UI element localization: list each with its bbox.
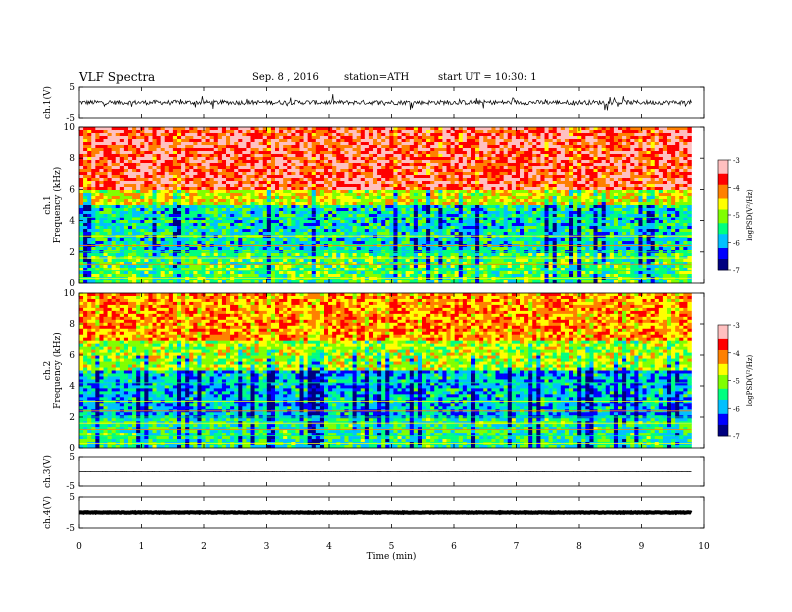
y-tick-label: 5 xyxy=(69,83,75,93)
x-tick-label: 3 xyxy=(264,542,270,552)
colorbar-tick-label: -5 xyxy=(733,212,740,220)
plot-title: VLF Spectra xyxy=(79,70,156,84)
colorbar-2 xyxy=(717,324,731,437)
colorbar-tick-label: -6 xyxy=(733,240,740,248)
y-tick-label: 2 xyxy=(69,248,75,258)
y-tick-label: 10 xyxy=(64,123,76,133)
colorbar-tick-label: -3 xyxy=(733,157,740,165)
y-tick-label: 6 xyxy=(69,185,75,195)
y-tick-label: -5 xyxy=(66,114,75,124)
y-tick-label: 4 xyxy=(69,217,75,227)
x-tick-label: 6 xyxy=(451,542,457,552)
colorbar-label: logPSD(V²/Hz) xyxy=(746,189,754,241)
colorbar-tick-label: -4 xyxy=(733,350,740,358)
colorbar-tick-label: -6 xyxy=(733,405,740,413)
colorbar-tick-label: -7 xyxy=(733,433,740,441)
x-tick-label: 8 xyxy=(576,542,582,552)
y-tick-label: -5 xyxy=(66,524,75,534)
x-tick-label: 4 xyxy=(326,542,332,552)
spectrogram-ch2 xyxy=(79,293,692,449)
y-tick-label: 8 xyxy=(69,320,75,330)
x-tick-label: 1 xyxy=(139,542,145,552)
colorbar-1 xyxy=(717,159,731,271)
x-tick-label: 2 xyxy=(201,542,207,552)
colorbar-tick-label: -5 xyxy=(733,378,740,386)
y-tick-label: 5 xyxy=(69,493,75,503)
x-tick-label: 0 xyxy=(76,542,82,552)
y-axis-label: Frequency (kHz) xyxy=(52,332,63,409)
y-tick-label: 8 xyxy=(69,154,75,164)
y-axis-label: ch.2 xyxy=(43,361,53,380)
x-tick-label: 10 xyxy=(698,542,710,552)
x-axis-label: Time (min) xyxy=(367,551,417,562)
date-label: Sep. 8 , 2016 xyxy=(252,72,319,83)
waveform-trace-ch.1(V) xyxy=(78,94,692,111)
y-axis-label: ch.3(V) xyxy=(42,455,53,488)
y-tick-label: 5 xyxy=(69,453,75,463)
y-tick-label: 6 xyxy=(69,351,75,361)
y-tick-label: 0 xyxy=(69,279,75,289)
y-axis-label: ch.4(V) xyxy=(42,496,53,529)
colorbar-tick-label: -4 xyxy=(733,185,740,193)
y-axis-label: ch.1 xyxy=(43,195,53,214)
y-axis-label: ch.1(V) xyxy=(42,86,53,119)
colorbar-label: logPSD(V²/Hz) xyxy=(746,354,754,406)
x-tick-label: 7 xyxy=(514,542,520,552)
x-tick-label: 5 xyxy=(389,542,395,552)
x-tick-label: 9 xyxy=(639,542,645,552)
colorbar-tick-label: -7 xyxy=(733,267,740,275)
waveform-trace-ch.4(V) xyxy=(78,509,693,516)
y-tick-label: 0 xyxy=(69,444,75,454)
spectrogram-ch1 xyxy=(79,127,692,284)
y-tick-label: 4 xyxy=(69,382,75,392)
y-axis-label: Frequency (kHz) xyxy=(52,167,63,244)
colorbar-tick-label: -3 xyxy=(733,322,740,330)
station-label: station=ATH xyxy=(344,72,410,83)
start-time-label: start UT = 10:30: 1 xyxy=(438,72,537,83)
y-tick-label: 2 xyxy=(69,413,75,423)
y-tick-label: -5 xyxy=(66,482,75,492)
y-tick-label: 10 xyxy=(64,289,76,299)
